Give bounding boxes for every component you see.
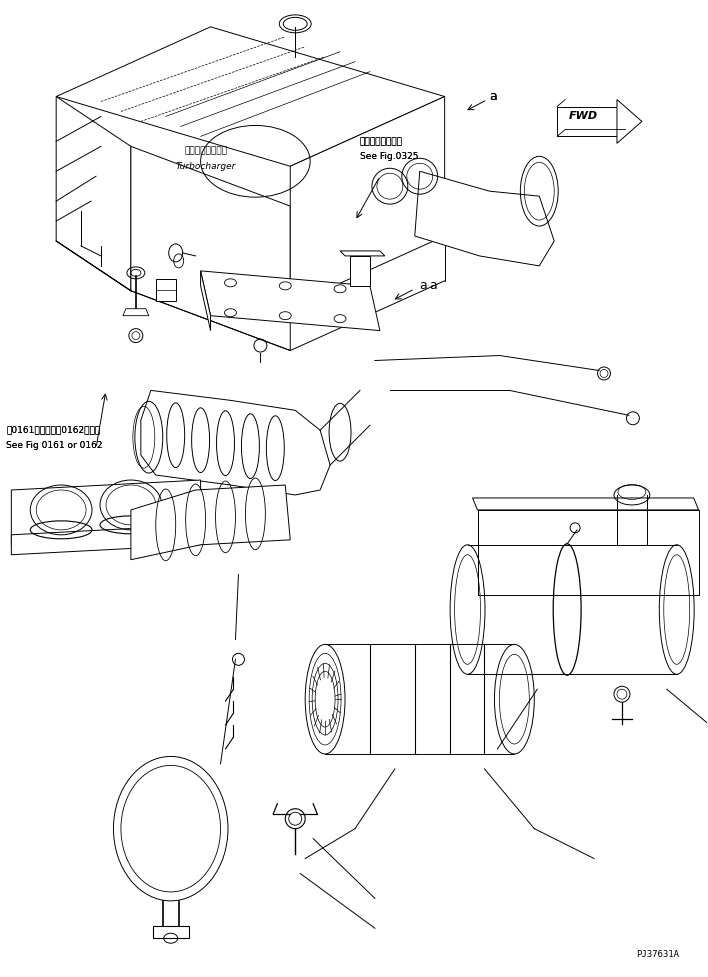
Polygon shape (56, 97, 131, 291)
Polygon shape (153, 926, 188, 938)
Text: FWD: FWD (569, 111, 598, 121)
Polygon shape (11, 525, 200, 555)
Text: a: a (420, 279, 428, 292)
Text: See Fig.0325: See Fig.0325 (360, 151, 418, 161)
Text: See Fig.0325: See Fig.0325 (360, 151, 418, 161)
Text: 第０３２５図参照: 第０３２５図参照 (360, 137, 403, 146)
Polygon shape (350, 256, 370, 286)
Polygon shape (415, 171, 554, 266)
Text: See Fig 0161 or 0162: See Fig 0161 or 0162 (6, 441, 103, 449)
Text: 第０３２５図参照: 第０３２５図参照 (360, 137, 403, 146)
Text: a: a (489, 90, 497, 103)
Text: a: a (489, 90, 497, 103)
Polygon shape (156, 278, 176, 301)
Text: a: a (430, 279, 438, 292)
Text: PJ37631A: PJ37631A (636, 951, 679, 959)
Polygon shape (56, 26, 445, 166)
Polygon shape (557, 106, 617, 137)
Text: 第0161図または第0162図参照: 第0161図または第0162図参照 (6, 426, 101, 435)
Text: ターボチャージャ: ターボチャージャ (184, 147, 227, 155)
Polygon shape (290, 97, 445, 306)
Polygon shape (617, 100, 642, 144)
Polygon shape (200, 271, 210, 330)
Polygon shape (477, 510, 699, 595)
Text: Turbocharger: Turbocharger (176, 162, 236, 171)
Polygon shape (340, 251, 385, 256)
Polygon shape (141, 391, 330, 495)
Polygon shape (123, 309, 149, 316)
Polygon shape (472, 498, 699, 510)
Polygon shape (131, 485, 290, 560)
Polygon shape (200, 271, 380, 330)
Text: See Fig 0161 or 0162: See Fig 0161 or 0162 (6, 441, 103, 449)
Polygon shape (131, 147, 290, 351)
Polygon shape (11, 480, 200, 545)
Text: 第0161図または第0162図参照: 第0161図または第0162図参照 (6, 426, 101, 435)
